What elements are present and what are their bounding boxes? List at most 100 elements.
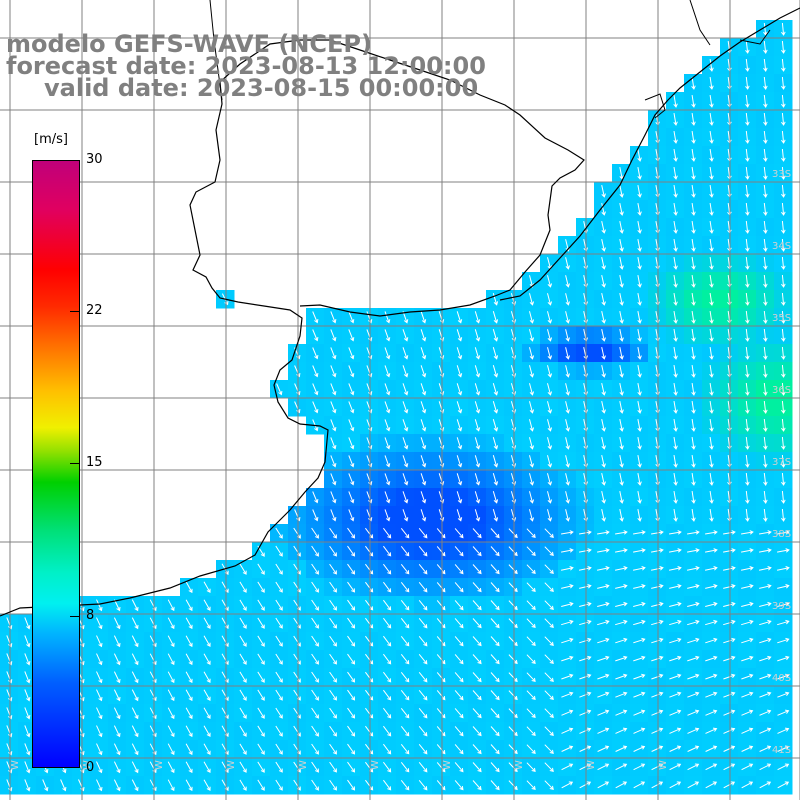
wind-arrow xyxy=(383,707,392,719)
wind-arrow xyxy=(741,584,754,589)
wind-arrow xyxy=(781,346,786,360)
wind-arrow xyxy=(329,545,337,557)
wind-arrow xyxy=(203,599,211,612)
wind-arrow xyxy=(113,707,121,720)
wind-arrow xyxy=(691,257,696,270)
wind-arrow xyxy=(579,601,592,607)
wind-arrow xyxy=(723,655,736,662)
wind-arrow xyxy=(637,239,642,252)
wind-arrow xyxy=(709,59,714,72)
wind-arrow xyxy=(383,689,392,701)
wind-arrow xyxy=(691,77,696,90)
wind-arrow xyxy=(777,781,790,789)
wind-arrow xyxy=(436,654,446,665)
wind-arrow xyxy=(348,509,355,522)
wind-arrow xyxy=(759,584,772,589)
wind-arrow xyxy=(490,546,500,557)
wind-arrow xyxy=(691,149,696,162)
wind-arrow xyxy=(745,184,750,198)
wind-arrow xyxy=(601,418,606,432)
wind-arrow xyxy=(561,781,574,789)
wind-arrow xyxy=(311,527,319,539)
wind-arrow xyxy=(311,671,319,683)
wind-arrow xyxy=(454,654,464,665)
wind-arrow xyxy=(167,599,175,612)
wind-arrow xyxy=(763,22,768,36)
wind-arrow xyxy=(400,671,410,683)
wind-arrow xyxy=(781,418,786,432)
wind-arrow xyxy=(651,637,664,644)
wind-arrow xyxy=(763,292,768,306)
wind-arrow xyxy=(384,311,391,324)
wind-arrow xyxy=(508,762,518,773)
wind-arrow xyxy=(472,762,482,773)
wind-arrow xyxy=(203,617,211,630)
wind-arrow xyxy=(526,528,536,538)
wind-arrow xyxy=(565,455,570,468)
wind-arrow xyxy=(561,727,574,734)
wind-arrow xyxy=(294,401,301,414)
wind-arrow xyxy=(167,635,175,648)
wind-arrow xyxy=(275,779,283,791)
colorbar xyxy=(32,160,80,768)
wind-arrow xyxy=(777,745,790,752)
wind-arrow xyxy=(615,619,628,626)
wind-arrow xyxy=(691,365,696,378)
wind-arrow xyxy=(239,563,247,575)
wind-arrow xyxy=(400,653,410,665)
wind-arrow xyxy=(601,256,606,270)
wind-arrow xyxy=(687,584,700,589)
wind-arrow xyxy=(167,707,175,720)
wind-arrow xyxy=(565,509,570,522)
wind-arrow xyxy=(526,726,536,736)
wind-arrow xyxy=(24,707,31,720)
colorbar-tick xyxy=(70,311,80,312)
wind-arrow xyxy=(745,508,750,522)
wind-arrow xyxy=(579,691,592,698)
wind-arrow xyxy=(203,707,211,720)
wind-arrow xyxy=(347,581,356,593)
wind-arrow xyxy=(508,744,518,755)
colorbar-tick-label: 22 xyxy=(86,303,103,318)
wind-arrow xyxy=(597,727,610,734)
wind-arrow xyxy=(781,94,786,108)
wind-arrow xyxy=(723,548,736,553)
wind-arrow xyxy=(436,672,446,683)
wind-arrow xyxy=(673,365,678,378)
wind-arrow xyxy=(740,566,754,571)
colorbar-tick-label: 30 xyxy=(86,152,103,167)
wind-arrow xyxy=(418,545,428,557)
wind-arrow xyxy=(763,184,768,198)
wind-arrow xyxy=(203,725,211,738)
wind-arrow xyxy=(96,761,103,774)
wind-arrow xyxy=(454,726,464,737)
wind-arrow xyxy=(565,491,570,504)
wind-arrow xyxy=(347,545,356,557)
wind-arrow xyxy=(597,548,610,553)
wind-arrow xyxy=(329,617,337,629)
wind-arrow xyxy=(490,582,500,593)
wind-arrow xyxy=(619,455,624,468)
title-forecast-date: forecast date: 2023-08-13 12:00:00 xyxy=(6,52,486,80)
wind-arrow xyxy=(257,635,265,647)
wind-arrow xyxy=(777,637,790,644)
wind-arrow xyxy=(400,761,410,773)
wind-arrow xyxy=(777,601,790,607)
wind-arrow xyxy=(745,202,750,216)
wind-arrow xyxy=(781,40,786,54)
wind-arrow xyxy=(673,149,678,162)
wind-arrow xyxy=(203,671,211,684)
wind-arrow xyxy=(669,763,682,771)
wind-arrow xyxy=(436,762,446,773)
wind-arrow xyxy=(763,148,768,162)
wind-arrow xyxy=(781,22,786,36)
wind-arrow xyxy=(402,329,409,342)
wind-arrow xyxy=(490,564,500,575)
wind-arrow xyxy=(508,708,518,719)
wind-arrow xyxy=(492,509,499,522)
wind-arrow xyxy=(347,653,356,665)
wind-arrow xyxy=(456,455,463,468)
wind-arrow xyxy=(578,566,592,571)
wind-arrow xyxy=(673,293,678,306)
wind-arrow xyxy=(547,347,553,360)
